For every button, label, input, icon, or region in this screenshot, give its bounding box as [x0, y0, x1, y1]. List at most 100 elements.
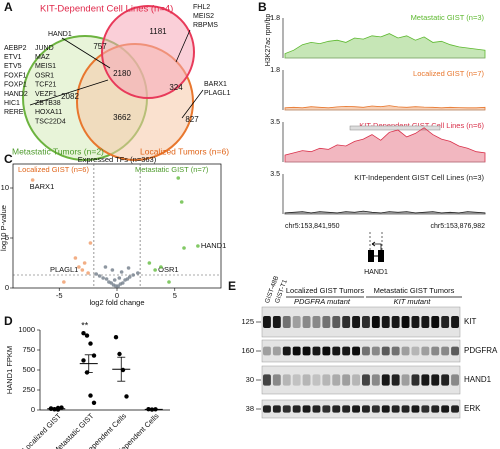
- y-tick-label: 5: [5, 233, 9, 242]
- exon: [368, 250, 374, 262]
- gene-label: ETV5: [4, 63, 22, 70]
- coordinate-label: chr5:153,876,982: [431, 223, 486, 230]
- point: [80, 268, 85, 272]
- point: [167, 280, 171, 284]
- band: [292, 346, 301, 356]
- band: [312, 316, 321, 328]
- band: [451, 374, 459, 386]
- blot-background: [261, 339, 461, 363]
- y-tick-label: 250: [22, 385, 35, 394]
- point: [112, 278, 117, 282]
- band: [431, 346, 440, 356]
- band: [292, 316, 301, 328]
- blot-background: [261, 306, 461, 338]
- track-scale: 3.5: [270, 119, 280, 126]
- point: [86, 271, 90, 275]
- track-signal: [284, 33, 486, 59]
- pointer-line: [29, 79, 109, 106]
- gene-label: FOXF1: [4, 72, 27, 79]
- band: [391, 374, 400, 386]
- y-tick-label: 0: [5, 283, 9, 292]
- band: [352, 316, 360, 328]
- gene-label: TCF21: [35, 82, 57, 89]
- band: [371, 316, 380, 328]
- venn-count: 2180: [113, 69, 131, 78]
- venn-count: 2082: [61, 92, 79, 101]
- venn-set-label: Metastatic Tumors (n=2): [12, 146, 104, 156]
- point: [88, 241, 93, 245]
- point: [62, 280, 66, 284]
- band: [381, 316, 390, 328]
- band: [282, 374, 291, 386]
- gene-label: ETV1: [4, 54, 22, 61]
- track-signal: [284, 210, 486, 215]
- point: [153, 268, 157, 272]
- venn-count: 757: [93, 42, 107, 51]
- gene-label: MEIS1: [35, 63, 56, 70]
- band: [381, 346, 390, 356]
- point: [88, 393, 93, 398]
- point: [91, 353, 97, 358]
- protein-label: ERK: [464, 404, 481, 413]
- point: [119, 270, 124, 274]
- gene-label: MEIS2: [193, 13, 214, 20]
- band: [292, 374, 301, 386]
- track-signal: [284, 127, 486, 163]
- panel-label: D: [4, 314, 13, 328]
- point: [103, 265, 108, 269]
- point: [136, 271, 140, 275]
- blot-background: [261, 365, 461, 395]
- point: [30, 178, 35, 182]
- band: [332, 405, 341, 413]
- y-axis-label: log10 P-value: [0, 205, 8, 251]
- band: [263, 405, 271, 413]
- band: [322, 374, 331, 386]
- gene-label: BARX1: [204, 81, 227, 88]
- panel-label: E: [228, 279, 236, 293]
- band: [421, 374, 430, 386]
- gene-model: [368, 232, 384, 262]
- point: [91, 400, 97, 405]
- band: [302, 316, 311, 328]
- point: [55, 405, 61, 411]
- gene-label: VEZF1: [35, 91, 57, 98]
- venn-count: 3662: [113, 113, 131, 122]
- point: [127, 275, 132, 279]
- tss-arrow: [371, 241, 382, 250]
- band: [282, 405, 291, 413]
- band: [371, 405, 380, 413]
- y-tick-label: 500: [22, 365, 35, 374]
- y-tick-label: 10: [1, 183, 9, 192]
- band: [272, 374, 281, 386]
- band: [421, 316, 430, 328]
- point-label: PLAGL1: [50, 265, 78, 274]
- band: [322, 346, 331, 356]
- gene-label: FOXP1: [4, 82, 27, 89]
- y-tick-label: 750: [22, 345, 35, 354]
- band: [352, 346, 360, 356]
- band: [371, 374, 380, 386]
- panel-label: B: [258, 0, 267, 14]
- band: [401, 405, 410, 413]
- band: [292, 405, 301, 413]
- band: [362, 316, 370, 328]
- protein-label: KIT: [464, 317, 477, 326]
- gene-label: JUND: [35, 45, 54, 52]
- gene-label: HAND1: [364, 269, 388, 276]
- gene-label: PLAGL1: [204, 90, 231, 97]
- band: [312, 346, 321, 356]
- track-label: KIT-Independent GIST Cell Lines (n=3): [354, 173, 484, 182]
- point: [73, 256, 78, 260]
- venn-count: 827: [185, 115, 199, 124]
- band: [451, 346, 459, 356]
- pointer-line: [181, 89, 204, 119]
- band: [431, 374, 440, 386]
- gene-label: HAND1: [48, 31, 72, 38]
- point-label: OSR1: [158, 265, 178, 274]
- band: [342, 374, 351, 386]
- track-signal: [284, 105, 486, 111]
- point-label: BARX1: [30, 182, 55, 191]
- band: [362, 405, 370, 413]
- protein-label: HAND1: [464, 375, 492, 384]
- point: [81, 358, 86, 363]
